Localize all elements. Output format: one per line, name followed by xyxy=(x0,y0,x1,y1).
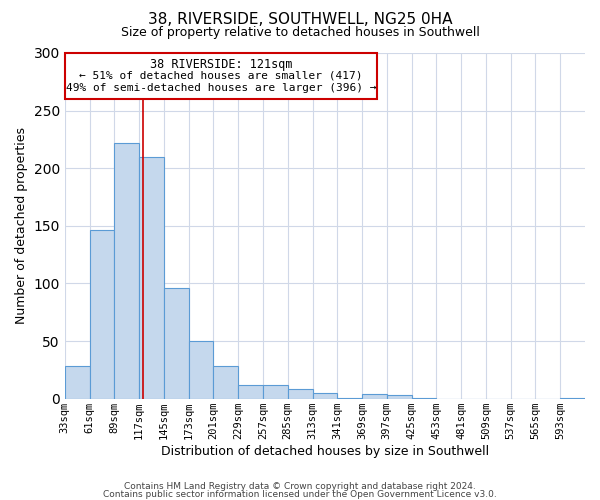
Bar xyxy=(188,341,214,398)
Text: 38 RIVERSIDE: 121sqm: 38 RIVERSIDE: 121sqm xyxy=(149,58,292,70)
Bar xyxy=(89,230,115,398)
Text: 38, RIVERSIDE, SOUTHWELL, NG25 0HA: 38, RIVERSIDE, SOUTHWELL, NG25 0HA xyxy=(148,12,452,28)
Bar xyxy=(387,395,412,398)
Bar xyxy=(65,53,377,99)
Text: ← 51% of detached houses are smaller (417): ← 51% of detached houses are smaller (41… xyxy=(79,70,362,81)
Bar xyxy=(238,385,263,398)
Y-axis label: Number of detached properties: Number of detached properties xyxy=(15,128,28,324)
Text: Size of property relative to detached houses in Southwell: Size of property relative to detached ho… xyxy=(121,26,479,39)
Bar xyxy=(214,366,238,398)
Bar xyxy=(288,390,313,398)
Text: Contains HM Land Registry data © Crown copyright and database right 2024.: Contains HM Land Registry data © Crown c… xyxy=(124,482,476,491)
Bar xyxy=(263,385,288,398)
Bar xyxy=(139,156,164,398)
Bar xyxy=(115,143,139,399)
Bar xyxy=(65,366,89,398)
X-axis label: Distribution of detached houses by size in Southwell: Distribution of detached houses by size … xyxy=(161,444,489,458)
Bar xyxy=(164,288,188,399)
Text: 49% of semi-detached houses are larger (396) →: 49% of semi-detached houses are larger (… xyxy=(65,83,376,93)
Bar xyxy=(313,393,337,398)
Bar xyxy=(362,394,387,398)
Text: Contains public sector information licensed under the Open Government Licence v3: Contains public sector information licen… xyxy=(103,490,497,499)
